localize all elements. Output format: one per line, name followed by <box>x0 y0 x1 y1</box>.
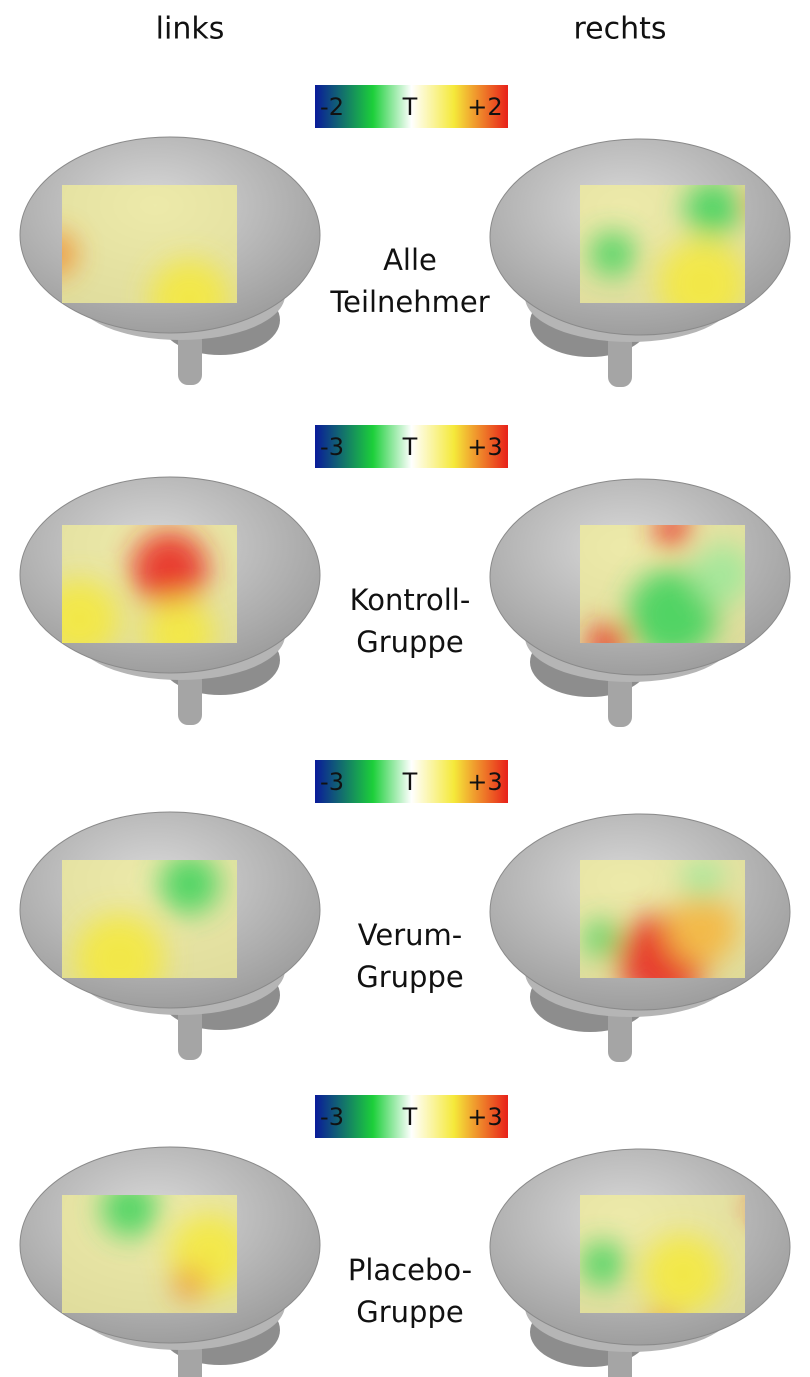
colorbar-symbol: T <box>402 433 418 461</box>
panel: -3 T +3 Placebo- Gruppe <box>20 1095 790 1377</box>
colorbar-symbol: T <box>402 1103 418 1131</box>
hotspot <box>132 531 208 607</box>
hotspot <box>685 181 741 237</box>
colorbar-min: -3 <box>320 433 344 461</box>
colorbar-max: +2 <box>467 93 502 121</box>
colorbar-max: +3 <box>467 768 502 796</box>
hotspot <box>683 859 723 899</box>
colorbar-min: -3 <box>320 768 344 796</box>
hotspot <box>174 1268 206 1300</box>
colorbar-min: -3 <box>320 1103 344 1131</box>
group-label: Verum- <box>358 918 462 952</box>
group-label: Gruppe <box>356 625 463 659</box>
hotspot <box>591 232 635 276</box>
hotspot <box>160 854 220 914</box>
group-label: Kontroll- <box>350 583 471 617</box>
group-label: Alle <box>383 243 437 277</box>
colorbar-symbol: T <box>402 93 418 121</box>
panel: -3 T +3 Verum- Gruppe <box>20 760 790 1062</box>
colorbar-symbol: T <box>402 768 418 796</box>
colorbar-min: -2 <box>320 93 344 121</box>
group-label: Teilnehmer <box>329 285 489 319</box>
hotspot <box>581 1242 625 1286</box>
group-label: Gruppe <box>356 1295 463 1329</box>
panel: -3 T +3 Kontroll- Gruppe <box>20 425 790 727</box>
hotspot <box>643 1234 723 1314</box>
group-label: Placebo- <box>348 1253 472 1287</box>
column-header: links <box>156 12 225 47</box>
colorbar-max: +3 <box>467 1103 502 1131</box>
hotspot <box>693 544 753 604</box>
group-label: Gruppe <box>356 960 463 994</box>
colorbar-max: +3 <box>467 433 502 461</box>
hotspot <box>585 921 621 957</box>
figure: links rechts -2 T +2 Alle Teilnehmer -3 T +3 Kon… <box>0 0 810 1377</box>
column-header: rechts <box>573 12 666 47</box>
panel: -2 T +2 Alle Teilnehmer <box>20 85 790 387</box>
hotspot <box>668 894 738 964</box>
